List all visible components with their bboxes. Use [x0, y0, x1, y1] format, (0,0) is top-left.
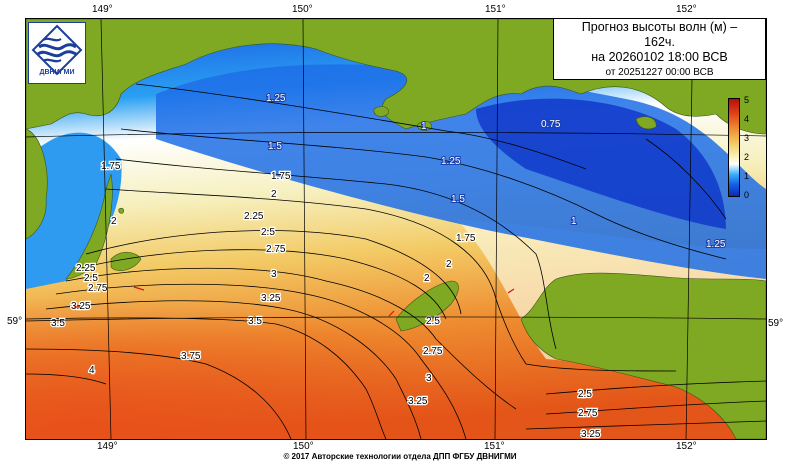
contour-3-25-east — [525, 420, 766, 430]
contour-label: 3 — [271, 269, 277, 280]
lat-label-left: 59° — [7, 316, 23, 327]
lon-label-top-149: 149° — [92, 4, 113, 15]
colorbar-tick-3: 3 — [744, 133, 750, 143]
contour-label: 3.5 — [248, 316, 262, 327]
contour-label: 2 — [424, 273, 430, 284]
logo-text: ДВНИГМИ — [39, 69, 75, 76]
lon-label-bottom-150: 150° — [293, 441, 314, 452]
contour-label: 2.75 — [88, 283, 108, 294]
small-island-west — [110, 251, 142, 272]
contour-label: 3.25 — [408, 396, 428, 407]
contour-label: 2.25 — [244, 211, 264, 222]
contour-label: 4 — [89, 365, 95, 376]
contour-label: 2 — [446, 259, 452, 270]
contour-labels: 1.25 1 0.75 1.5 1.25 1.75 1.75 1.5 1 1.2… — [50, 92, 727, 439]
contour-1-75 — [115, 158, 557, 350]
map-frame: 1.25 1 0.75 1.5 1.25 1.75 1.75 1.5 1 1.2… — [25, 18, 767, 440]
contour-label: 2.5 — [84, 273, 98, 284]
contour-4 — [26, 373, 107, 385]
contour-label: 2.5 — [426, 316, 440, 327]
wave-height-colorbar — [728, 98, 740, 197]
wave-contours — [26, 83, 766, 439]
contour-label: 1.75 — [101, 161, 121, 172]
contour-label: 1.75 — [271, 171, 291, 182]
contour-label: 3.25 — [71, 301, 91, 312]
contour-label: 2.75 — [578, 408, 598, 419]
islet-4 — [635, 116, 657, 130]
parallel-59 — [26, 316, 766, 322]
contour-label: 3 — [426, 373, 432, 384]
meridian-152 — [685, 19, 694, 439]
contour-label: 2 — [111, 216, 117, 227]
dvnigmi-logo: ДВНИГМИ — [28, 22, 86, 84]
contour-3-5 — [26, 317, 387, 439]
contour-2-75-east — [545, 400, 766, 415]
parallel-60 — [26, 132, 766, 138]
islet-3 — [118, 207, 124, 214]
lon-label-top-150: 150° — [292, 4, 313, 15]
lon-label-top-151: 151° — [485, 4, 506, 15]
contour-2-5-east — [545, 380, 766, 395]
title-line-1: Прогноз высоты волн (м) – — [581, 20, 738, 34]
colorbar-tick-0: 0 — [744, 190, 750, 200]
contour-2-75 — [65, 267, 517, 410]
lon-label-bottom-151: 151° — [484, 441, 505, 452]
contour-1-25 — [135, 83, 587, 170]
contour-label: 1.75 — [456, 233, 476, 244]
contour-label: 3.25 — [261, 293, 281, 304]
contour-label: 1.25 — [266, 93, 286, 104]
lon-label-top-152: 152° — [676, 4, 697, 15]
title-line-2: 162ч. — [644, 35, 675, 49]
forecast-title-box: Прогноз высоты волн (м) – 162ч. на 20260… — [553, 18, 766, 80]
meridian-149 — [100, 19, 112, 439]
contour-label: 3.75 — [181, 351, 201, 362]
wave-height-map: 1.25 1 0.75 1.5 1.25 1.75 1.75 1.5 1 1.2… — [26, 19, 766, 439]
contour-label: 1 — [571, 216, 577, 227]
copyright-footer: © 2017 Авторские технологии отдела ДПП Ф… — [283, 452, 517, 461]
contour-3-25 — [45, 300, 422, 439]
contour-label: 0.75 — [541, 119, 561, 130]
colorbar-tick-5: 5 — [744, 95, 750, 105]
islet-1 — [373, 106, 389, 117]
contour-label: 3.5 — [51, 318, 65, 329]
contour-label: 2.75 — [423, 346, 443, 357]
colorbar-tick-4: 4 — [744, 114, 750, 124]
contour-label: 1.5 — [451, 194, 465, 205]
colorbar-tick-2: 2 — [744, 152, 750, 162]
contour-2-5 — [75, 249, 447, 320]
contour-label: 2.75 — [266, 244, 286, 255]
contour-label: 2.5 — [261, 227, 275, 238]
contour-label: 1.5 — [268, 141, 282, 152]
meridian-150 — [302, 19, 307, 439]
meridian-151 — [494, 19, 499, 439]
logo-emblem-icon — [31, 24, 83, 76]
contour-label: 2.25 — [76, 263, 96, 274]
contour-label: 1.25 — [706, 239, 726, 250]
contour-label: 1.25 — [441, 156, 461, 167]
title-line-4: от 20251227 00:00 ВСВ — [605, 67, 714, 78]
western-bay — [26, 132, 122, 289]
graticule — [26, 19, 766, 439]
contour-label: 2.5 — [578, 389, 592, 400]
contour-3 — [55, 283, 467, 439]
lat-label-right: 59° — [768, 318, 784, 329]
eastern-peninsula — [520, 272, 766, 439]
contour-1-5 — [120, 128, 727, 260]
lon-label-bottom-152: 152° — [676, 441, 697, 452]
contour-label: 1 — [421, 121, 427, 132]
central-island — [395, 280, 459, 332]
contour-3-75 — [26, 348, 292, 439]
contour-label: 2 — [271, 189, 277, 200]
western-spit — [65, 173, 113, 280]
gulf-deep-blue — [476, 98, 726, 229]
contour-1-gulf — [645, 138, 727, 220]
colorbar-tick-1: 1 — [744, 171, 750, 181]
contour-2-25 — [85, 230, 462, 315]
lon-label-bottom-149: 149° — [97, 441, 118, 452]
contour-2 — [105, 188, 677, 372]
title-line-3: на 20260102 18:00 ВСВ — [591, 50, 728, 64]
western-headland — [26, 128, 48, 240]
wind-arrows — [74, 286, 515, 317]
contour-label: 3.25 — [581, 429, 601, 439]
